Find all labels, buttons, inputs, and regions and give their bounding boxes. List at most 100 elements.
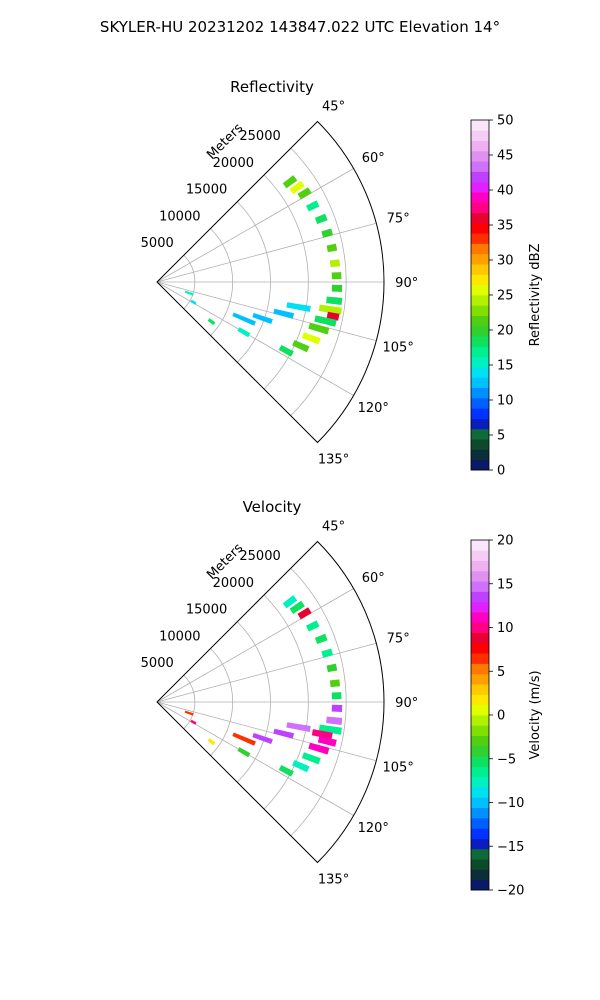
polar-panel-reflectivity: Reflectivity45°60°75°90°105°120°135°5000… — [141, 78, 543, 479]
range-tick-label: 20000 — [213, 156, 254, 171]
echo-cell — [237, 327, 251, 338]
colorbar-swatch — [471, 305, 489, 316]
azimuth-tick-label: 75° — [387, 211, 410, 226]
azimuth-tick-label: 60° — [362, 571, 385, 586]
azimuth-tick-label: 120° — [358, 821, 389, 836]
echo-cell — [184, 710, 194, 716]
colorbar-swatch — [471, 550, 489, 561]
sector-outline — [156, 540, 385, 864]
azimuth-tick-label: 45° — [322, 519, 345, 534]
colorbar-swatch — [471, 120, 489, 131]
echo-cell — [314, 633, 328, 644]
echo-cell — [282, 595, 298, 609]
colorbar-swatch — [471, 428, 489, 440]
echo-cell — [329, 259, 341, 268]
colorbar-swatch — [471, 622, 489, 634]
echo-cell — [297, 607, 312, 620]
colorbar-tick-label: 40 — [497, 184, 514, 199]
figure-title: SKYLER-HU 20231202 143847.022 UTC Elevat… — [100, 18, 500, 36]
azimuth-line-120 — [156, 281, 354, 396]
colorbar-swatch — [471, 642, 489, 654]
colorbar-swatch — [471, 591, 489, 603]
colorbar: 0 5 10 15 20 25 30 35 40 45 50 Reflectivity dBZ — [470, 114, 543, 479]
echo-cell — [331, 272, 342, 280]
azimuth-tick-label: 105° — [383, 341, 414, 356]
azimuth-tick-label: 45° — [322, 99, 345, 114]
colorbar-tick-label: 15 — [497, 359, 514, 374]
colorbar-swatch — [471, 745, 489, 757]
colorbar-tick-label: 10 — [497, 394, 514, 409]
colorbar-swatch — [471, 192, 489, 203]
echo-cell — [321, 648, 334, 658]
echo-cell — [232, 312, 256, 326]
range-tick-label: 5000 — [141, 236, 174, 251]
colorbar-tick-label: 10 — [497, 621, 514, 636]
azimuth-tick-label: 135° — [318, 453, 349, 468]
colorbar-swatch — [471, 673, 489, 685]
colorbar-tick-label: −15 — [497, 840, 524, 855]
colorbar-swatch — [471, 356, 489, 368]
colorbar-swatch — [471, 418, 489, 430]
colorbar-swatch — [471, 408, 489, 419]
azimuth-tick-label: 90° — [395, 696, 418, 711]
range-tick-label: 20000 — [213, 576, 254, 591]
colorbar-swatch — [471, 459, 489, 471]
colorbar-swatch — [471, 274, 489, 286]
colorbar-tick-label: 20 — [497, 534, 514, 549]
azimuth-tick-label: 135° — [318, 873, 349, 888]
echo-cell — [273, 308, 295, 319]
colorbar-swatch — [471, 766, 489, 778]
echo-cell — [207, 318, 216, 326]
echo-cell — [317, 736, 337, 747]
echo-cell — [331, 692, 342, 700]
colorbar-tick-label: −10 — [497, 796, 524, 811]
colorbar-swatch — [471, 684, 489, 695]
echo-cell — [326, 716, 343, 725]
azimuth-tick-label: 75° — [387, 631, 410, 646]
colorbar-swatch — [471, 807, 489, 819]
echo-cell — [252, 312, 273, 324]
colorbar-swatch — [471, 787, 489, 798]
colorbar-swatch — [471, 725, 489, 736]
colorbar-label: Reflectivity dBZ — [528, 244, 543, 347]
echo-cell — [297, 187, 312, 200]
range-tick-label: 10000 — [159, 209, 200, 224]
echo-cell — [273, 728, 295, 739]
colorbar-swatch — [471, 663, 489, 675]
range-tick-label: 5000 — [141, 656, 174, 671]
echo-cell — [289, 180, 305, 194]
colorbar-swatch — [471, 315, 489, 327]
colorbar-swatch — [471, 243, 489, 255]
echo-cell — [314, 315, 337, 327]
colorbar-tick-label: 0 — [497, 709, 505, 724]
azimuth-line-75 — [156, 642, 377, 703]
colorbar-swatch — [471, 838, 489, 850]
echo-cell — [326, 296, 343, 305]
echo-cell — [306, 200, 320, 212]
colorbar-swatch — [471, 601, 489, 613]
colorbar-swatch — [471, 859, 489, 870]
echo-cell — [326, 311, 340, 321]
echo-cell — [331, 704, 343, 712]
colorbar-swatch — [471, 346, 489, 358]
echo-cell — [289, 600, 305, 614]
colorbar-swatch — [471, 581, 489, 592]
colorbar-swatch — [471, 397, 489, 409]
colorbar-swatch — [471, 377, 489, 389]
colorbar-swatch — [471, 253, 489, 265]
echo-cell — [331, 284, 343, 292]
echo-cell — [318, 724, 342, 735]
sector-outline — [156, 120, 385, 444]
echo-cell — [190, 719, 197, 725]
echo-cell — [252, 732, 273, 744]
colorbar-swatch — [471, 212, 489, 224]
azimuth-line-75 — [156, 222, 377, 283]
colorbar-swatch — [471, 171, 489, 183]
colorbar-swatch — [471, 560, 489, 572]
colorbar-swatch — [471, 828, 489, 839]
colorbar-swatch — [471, 756, 489, 767]
panel-title: Reflectivity — [230, 78, 314, 96]
colorbar-swatch — [471, 869, 489, 881]
colorbar-swatch — [471, 879, 489, 891]
colorbar-swatch — [471, 439, 489, 450]
